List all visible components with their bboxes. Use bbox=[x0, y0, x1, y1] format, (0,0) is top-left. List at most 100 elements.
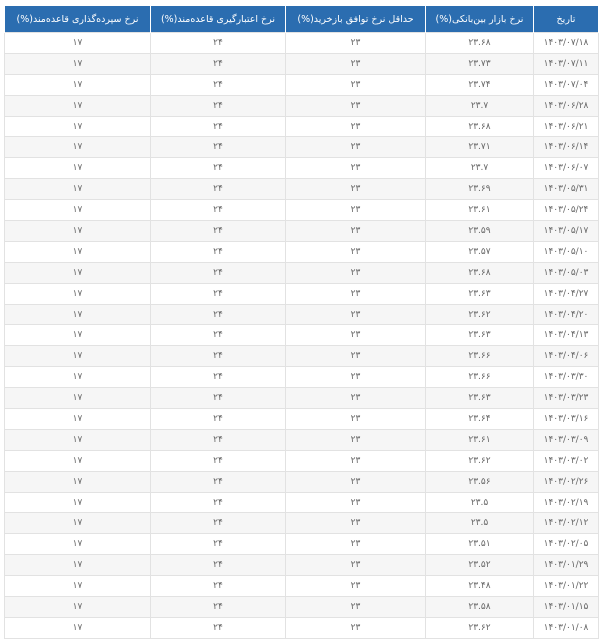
rates-table: تاریخ نرخ بازار بین‌بانکی(%) حداقل نرخ ت… bbox=[4, 5, 599, 639]
cell-min-repo-rate: ۲۳ bbox=[285, 199, 426, 222]
cell-min-repo-rate: ۲۳ bbox=[285, 115, 426, 138]
cell-lending-facility-rate: ۲۴ bbox=[150, 157, 286, 180]
cell-interbank-rate: ۲۳.۵۸ bbox=[425, 596, 534, 618]
table-row: ۱۴۰۳/۰۲/۱۲ ۲۳.۵ ۲۳ ۲۴ ۱۷ bbox=[4, 512, 599, 535]
cell-date: ۱۴۰۳/۰۴/۱۳ bbox=[533, 324, 599, 347]
cell-date: ۱۴۰۳/۰۴/۲۷ bbox=[533, 282, 599, 305]
cell-lending-facility-rate: ۲۴ bbox=[150, 199, 286, 222]
cell-min-repo-rate: ۲۳ bbox=[285, 449, 426, 472]
cell-deposit-facility-rate: ۱۷ bbox=[4, 94, 151, 117]
cell-date: ۱۴۰۳/۰۳/۰۲ bbox=[533, 449, 599, 472]
cell-deposit-facility-rate: ۱۷ bbox=[4, 512, 151, 535]
cell-date: ۱۴۰۳/۰۲/۱۹ bbox=[533, 491, 599, 514]
cell-lending-facility-rate: ۲۴ bbox=[150, 408, 286, 430]
cell-date: ۱۴۰۳/۰۵/۱۰ bbox=[533, 240, 599, 263]
cell-min-repo-rate: ۲۳ bbox=[285, 178, 426, 201]
cell-interbank-rate: ۲۳.۶۹ bbox=[425, 178, 534, 201]
table-row: ۱۴۰۳/۰۵/۳۱ ۲۳.۶۹ ۲۳ ۲۴ ۱۷ bbox=[4, 178, 599, 201]
table-row: ۱۴۰۳/۰۵/۰۳ ۲۳.۶۸ ۲۳ ۲۴ ۱۷ bbox=[4, 261, 599, 284]
cell-lending-facility-rate: ۲۴ bbox=[150, 345, 286, 368]
cell-min-repo-rate: ۲۳ bbox=[285, 157, 426, 180]
cell-min-repo-rate: ۲۳ bbox=[285, 324, 426, 347]
table-row: ۱۴۰۳/۰۱/۰۸ ۲۳.۶۲ ۲۳ ۲۴ ۱۷ bbox=[4, 616, 599, 639]
cell-interbank-rate: ۲۳.۷۴ bbox=[425, 73, 534, 96]
cell-date: ۱۴۰۳/۰۶/۱۴ bbox=[533, 136, 599, 159]
cell-min-repo-rate: ۲۳ bbox=[285, 73, 426, 96]
table-row: ۱۴۰۳/۰۳/۱۶ ۲۳.۶۴ ۲۳ ۲۴ ۱۷ bbox=[4, 408, 599, 430]
cell-date: ۱۴۰۳/۰۵/۲۴ bbox=[533, 199, 599, 222]
table-row: ۱۴۰۳/۰۲/۰۵ ۲۳.۵۱ ۲۳ ۲۴ ۱۷ bbox=[4, 533, 599, 556]
cell-min-repo-rate: ۲۳ bbox=[285, 470, 426, 493]
cell-date: ۱۴۰۳/۰۳/۱۶ bbox=[533, 408, 599, 430]
cell-min-repo-rate: ۲۳ bbox=[285, 596, 426, 618]
cell-deposit-facility-rate: ۱۷ bbox=[4, 387, 151, 410]
cell-min-repo-rate: ۲۳ bbox=[285, 303, 426, 326]
table-row: ۱۴۰۳/۰۱/۲۹ ۲۳.۵۲ ۲۳ ۲۴ ۱۷ bbox=[4, 554, 599, 577]
cell-lending-facility-rate: ۲۴ bbox=[150, 52, 286, 75]
table-row: ۱۴۰۳/۰۵/۱۷ ۲۳.۵۹ ۲۳ ۲۴ ۱۷ bbox=[4, 220, 599, 242]
cell-lending-facility-rate: ۲۴ bbox=[150, 261, 286, 284]
cell-lending-facility-rate: ۲۴ bbox=[150, 575, 286, 598]
header-interbank-rate: نرخ بازار بین‌بانکی(%) bbox=[425, 5, 534, 33]
table-row: ۱۴۰۳/۰۷/۰۴ ۲۳.۷۴ ۲۳ ۲۴ ۱۷ bbox=[4, 73, 599, 96]
cell-interbank-rate: ۲۳.۵ bbox=[425, 512, 534, 535]
cell-interbank-rate: ۲۳.۶۴ bbox=[425, 408, 534, 430]
cell-interbank-rate: ۲۳.۵۲ bbox=[425, 554, 534, 577]
cell-lending-facility-rate: ۲۴ bbox=[150, 94, 286, 117]
cell-date: ۱۴۰۳/۰۵/۰۳ bbox=[533, 261, 599, 284]
cell-lending-facility-rate: ۲۴ bbox=[150, 596, 286, 618]
cell-date: ۱۴۰۳/۰۲/۱۲ bbox=[533, 512, 599, 535]
cell-deposit-facility-rate: ۱۷ bbox=[4, 554, 151, 577]
cell-interbank-rate: ۲۳.۶۶ bbox=[425, 366, 534, 389]
table-row: ۱۴۰۳/۰۷/۱۱ ۲۳.۷۳ ۲۳ ۲۴ ۱۷ bbox=[4, 52, 599, 75]
cell-interbank-rate: ۲۳.۶۲ bbox=[425, 616, 534, 639]
cell-lending-facility-rate: ۲۴ bbox=[150, 115, 286, 138]
cell-date: ۱۴۰۳/۰۴/۲۰ bbox=[533, 303, 599, 326]
cell-date: ۱۴۰۳/۰۱/۱۵ bbox=[533, 596, 599, 618]
cell-deposit-facility-rate: ۱۷ bbox=[4, 324, 151, 347]
cell-deposit-facility-rate: ۱۷ bbox=[4, 449, 151, 472]
cell-date: ۱۴۰۳/۰۷/۱۸ bbox=[533, 32, 599, 54]
cell-min-repo-rate: ۲۳ bbox=[285, 554, 426, 577]
cell-interbank-rate: ۲۳.۶۳ bbox=[425, 387, 534, 410]
cell-deposit-facility-rate: ۱۷ bbox=[4, 199, 151, 222]
cell-min-repo-rate: ۲۳ bbox=[285, 491, 426, 514]
table-row: ۱۴۰۳/۰۷/۱۸ ۲۳.۶۸ ۲۳ ۲۴ ۱۷ bbox=[4, 32, 599, 54]
table-row: ۱۴۰۳/۰۱/۱۵ ۲۳.۵۸ ۲۳ ۲۴ ۱۷ bbox=[4, 596, 599, 618]
cell-deposit-facility-rate: ۱۷ bbox=[4, 115, 151, 138]
cell-interbank-rate: ۲۳.۶۳ bbox=[425, 282, 534, 305]
table-row: ۱۴۰۳/۰۶/۱۴ ۲۳.۷۱ ۲۳ ۲۴ ۱۷ bbox=[4, 136, 599, 159]
cell-interbank-rate: ۲۳.۶۶ bbox=[425, 345, 534, 368]
cell-lending-facility-rate: ۲۴ bbox=[150, 366, 286, 389]
cell-deposit-facility-rate: ۱۷ bbox=[4, 470, 151, 493]
cell-lending-facility-rate: ۲۴ bbox=[150, 136, 286, 159]
cell-lending-facility-rate: ۲۴ bbox=[150, 533, 286, 556]
cell-lending-facility-rate: ۲۴ bbox=[150, 470, 286, 493]
cell-date: ۱۴۰۳/۰۷/۱۱ bbox=[533, 52, 599, 75]
cell-deposit-facility-rate: ۱۷ bbox=[4, 136, 151, 159]
cell-date: ۱۴۰۳/۰۵/۳۱ bbox=[533, 178, 599, 201]
table-row: ۱۴۰۳/۰۶/۲۸ ۲۳.۷ ۲۳ ۲۴ ۱۷ bbox=[4, 94, 599, 117]
cell-deposit-facility-rate: ۱۷ bbox=[4, 366, 151, 389]
cell-min-repo-rate: ۲۳ bbox=[285, 345, 426, 368]
table-row: ۱۴۰۳/۰۲/۱۹ ۲۳.۵ ۲۳ ۲۴ ۱۷ bbox=[4, 491, 599, 514]
cell-deposit-facility-rate: ۱۷ bbox=[4, 596, 151, 618]
cell-interbank-rate: ۲۳.۶۸ bbox=[425, 261, 534, 284]
cell-date: ۱۴۰۳/۰۷/۰۴ bbox=[533, 73, 599, 96]
table-row: ۱۴۰۳/۰۲/۲۶ ۲۳.۵۶ ۲۳ ۲۴ ۱۷ bbox=[4, 470, 599, 493]
cell-min-repo-rate: ۲۳ bbox=[285, 512, 426, 535]
table-row: ۱۴۰۳/۰۳/۰۹ ۲۳.۶۱ ۲۳ ۲۴ ۱۷ bbox=[4, 428, 599, 451]
table-row: ۱۴۰۳/۰۴/۱۳ ۲۳.۶۳ ۲۳ ۲۴ ۱۷ bbox=[4, 324, 599, 347]
cell-interbank-rate: ۲۳.۶۳ bbox=[425, 324, 534, 347]
cell-deposit-facility-rate: ۱۷ bbox=[4, 73, 151, 96]
rates-table-container: تاریخ نرخ بازار بین‌بانکی(%) حداقل نرخ ت… bbox=[4, 5, 599, 639]
table-row: ۱۴۰۳/۰۳/۳۰ ۲۳.۶۶ ۲۳ ۲۴ ۱۷ bbox=[4, 366, 599, 389]
cell-lending-facility-rate: ۲۴ bbox=[150, 282, 286, 305]
cell-date: ۱۴۰۳/۰۶/۲۸ bbox=[533, 94, 599, 117]
cell-lending-facility-rate: ۲۴ bbox=[150, 324, 286, 347]
cell-min-repo-rate: ۲۳ bbox=[285, 261, 426, 284]
cell-deposit-facility-rate: ۱۷ bbox=[4, 32, 151, 54]
cell-lending-facility-rate: ۲۴ bbox=[150, 32, 286, 54]
cell-interbank-rate: ۲۳.۵ bbox=[425, 491, 534, 514]
cell-deposit-facility-rate: ۱۷ bbox=[4, 178, 151, 201]
